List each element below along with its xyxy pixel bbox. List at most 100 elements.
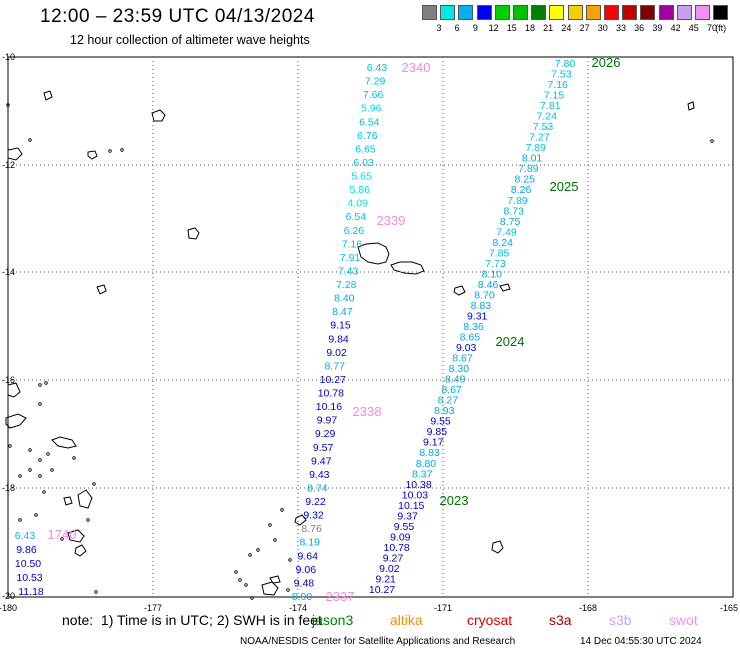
wave-height-value: 7.16 <box>547 79 568 91</box>
wave-height-value: 7.73 <box>485 258 506 270</box>
islet <box>286 588 290 592</box>
wave-height-value: 7.29 <box>365 76 386 88</box>
islet <box>108 149 112 153</box>
island-outline <box>67 529 85 543</box>
pass-label: 1740 <box>48 527 77 542</box>
pass-label: 2026 <box>592 55 621 70</box>
islet <box>38 402 42 406</box>
colorbar-label: 9 <box>472 23 478 33</box>
wave-height-value: 6.76 <box>357 130 378 142</box>
y-tick-label: -20 <box>2 591 15 601</box>
islet <box>38 458 42 462</box>
island-outline <box>261 581 279 596</box>
colorbar-label: 45 <box>688 23 699 33</box>
wave-height-value: 8.67 <box>452 353 473 365</box>
wave-height-value: 6.54 <box>359 116 380 128</box>
wave-height-value: 8.83 <box>471 300 492 312</box>
islet <box>8 444 12 448</box>
wave-height-value: 8.26 <box>511 184 532 196</box>
islet <box>710 139 714 143</box>
wave-height-value: 8.90 <box>292 591 313 603</box>
wave-height-value: 9.15 <box>330 320 351 332</box>
islet <box>50 468 54 472</box>
island-outline <box>96 284 107 295</box>
pass-label: 2024 <box>496 334 525 349</box>
pass-label: 2338 <box>353 404 382 419</box>
wave-height-value: 8.75 <box>500 216 521 228</box>
wave-height-value: 9.55 <box>394 521 415 533</box>
colorbar-swatch <box>494 5 510 20</box>
wave-height-value: 8.49 <box>445 374 466 386</box>
islet <box>28 138 32 142</box>
colorbar-label: 18 <box>524 23 535 33</box>
wave-height-value: 9.64 <box>298 550 319 562</box>
islet <box>18 474 22 478</box>
map-note: note: 1) Time is in UTC; 2) SWH is in fe… <box>62 612 322 628</box>
wave-height-value: 9.97 <box>317 415 338 427</box>
wave-height-value: 6.26 <box>344 225 365 237</box>
wave-height-value: 8.46 <box>478 279 499 291</box>
wave-height-value: 8.36 <box>463 321 484 333</box>
colorbar-label: 30 <box>597 23 608 33</box>
island-outline <box>499 283 511 292</box>
islet <box>268 523 272 527</box>
wave-height-value: 5.65 <box>351 171 372 183</box>
wave-height-value: 10.78 <box>383 542 409 554</box>
colorbar-swatch <box>713 5 729 20</box>
island-outline <box>357 242 390 265</box>
map-frame <box>7 56 734 598</box>
colorbar-label: 42 <box>670 23 681 33</box>
wave-height-value: 8.10 <box>482 268 503 280</box>
island-outline <box>74 544 87 557</box>
islet <box>60 537 64 541</box>
wave-height-value: 6.43 <box>15 530 36 542</box>
wave-height-value: 8.76 <box>301 523 322 535</box>
colorbar-swatch <box>440 5 456 20</box>
wave-height-value: 9.02 <box>326 347 347 359</box>
wave-height-value: 8.24 <box>493 237 514 249</box>
map-title: 12:00 – 23:59 UTC 04/13/2024 <box>40 6 315 27</box>
wave-height-value: 6.03 <box>353 157 374 169</box>
colorbar-swatch <box>567 5 583 20</box>
wave-height-value: 9.86 <box>16 544 37 556</box>
footer-date: 14 Dec 04:55:30 UTC 2024 <box>580 636 702 647</box>
wave-height-value: 8.30 <box>449 363 470 375</box>
wave-height-value: 10.78 <box>318 388 344 400</box>
wave-height-value: 9.47 <box>311 455 332 467</box>
x-tick-label: -165 <box>720 603 738 613</box>
wave-height-value: 6.65 <box>355 143 376 155</box>
wave-height-value: 9.21 <box>375 573 396 585</box>
islet <box>44 381 48 385</box>
colorbar-label: 12 <box>488 23 499 33</box>
wave-height-value: 9.17 <box>423 437 444 449</box>
wave-height-value: 7.28 <box>336 279 357 291</box>
wave-height-value: 10.50 <box>15 558 41 570</box>
pass-label: 2340 <box>402 60 431 75</box>
wave-height-value: 10.27 <box>320 374 346 386</box>
island-outline <box>63 496 73 506</box>
colorbar-swatch <box>422 5 437 20</box>
wave-height-value: 8.25 <box>515 174 536 186</box>
satellite-legend-s3b: s3b <box>609 612 632 628</box>
wave-height-value: 9.55 <box>430 416 451 428</box>
island-outlines <box>5 90 714 600</box>
colorbar-label: 27 <box>579 23 590 33</box>
colorbar-swatch <box>640 5 656 20</box>
islet <box>256 548 260 552</box>
satellite-legend-s3a: s3a <box>549 612 572 628</box>
wave-height-value: 7.16 <box>342 238 363 250</box>
colorbar-unit: (ft) <box>715 23 727 33</box>
colorbar-swatch <box>549 5 565 20</box>
colorbar-label: 39 <box>652 23 663 33</box>
island-outline <box>453 285 466 296</box>
colorbar-swatch <box>458 5 474 20</box>
colorbar-label: 70 <box>706 23 717 33</box>
colorbar-swatch <box>622 5 638 20</box>
wave-height-value: 7.43 <box>338 265 359 277</box>
islet <box>86 518 90 522</box>
wave-height-value: 7.53 <box>551 69 572 81</box>
wave-height-value: 11.18 <box>18 586 44 598</box>
colorbar-swatch <box>676 5 692 20</box>
satellite-legend-swot: swot <box>669 612 698 628</box>
